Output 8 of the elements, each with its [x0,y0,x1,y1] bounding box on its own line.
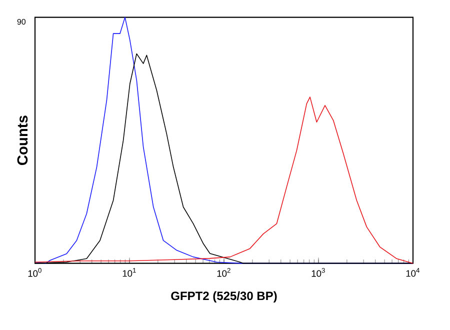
x-tick-label: 10$^{1}$ [122,268,136,277]
x-tick-label: 10$^{2}$ [217,268,230,277]
x-axis-title: GFPT2 (525/30 BP) [171,291,277,302]
x-tick-label: 10$^{3}$ [312,268,325,277]
y-axis-title: Counts [17,116,28,165]
x-tick-label: 10$^{4}$ [406,268,420,277]
x-tick-label: 10$^{0}$ [28,268,42,277]
text: 90 [17,18,26,25]
